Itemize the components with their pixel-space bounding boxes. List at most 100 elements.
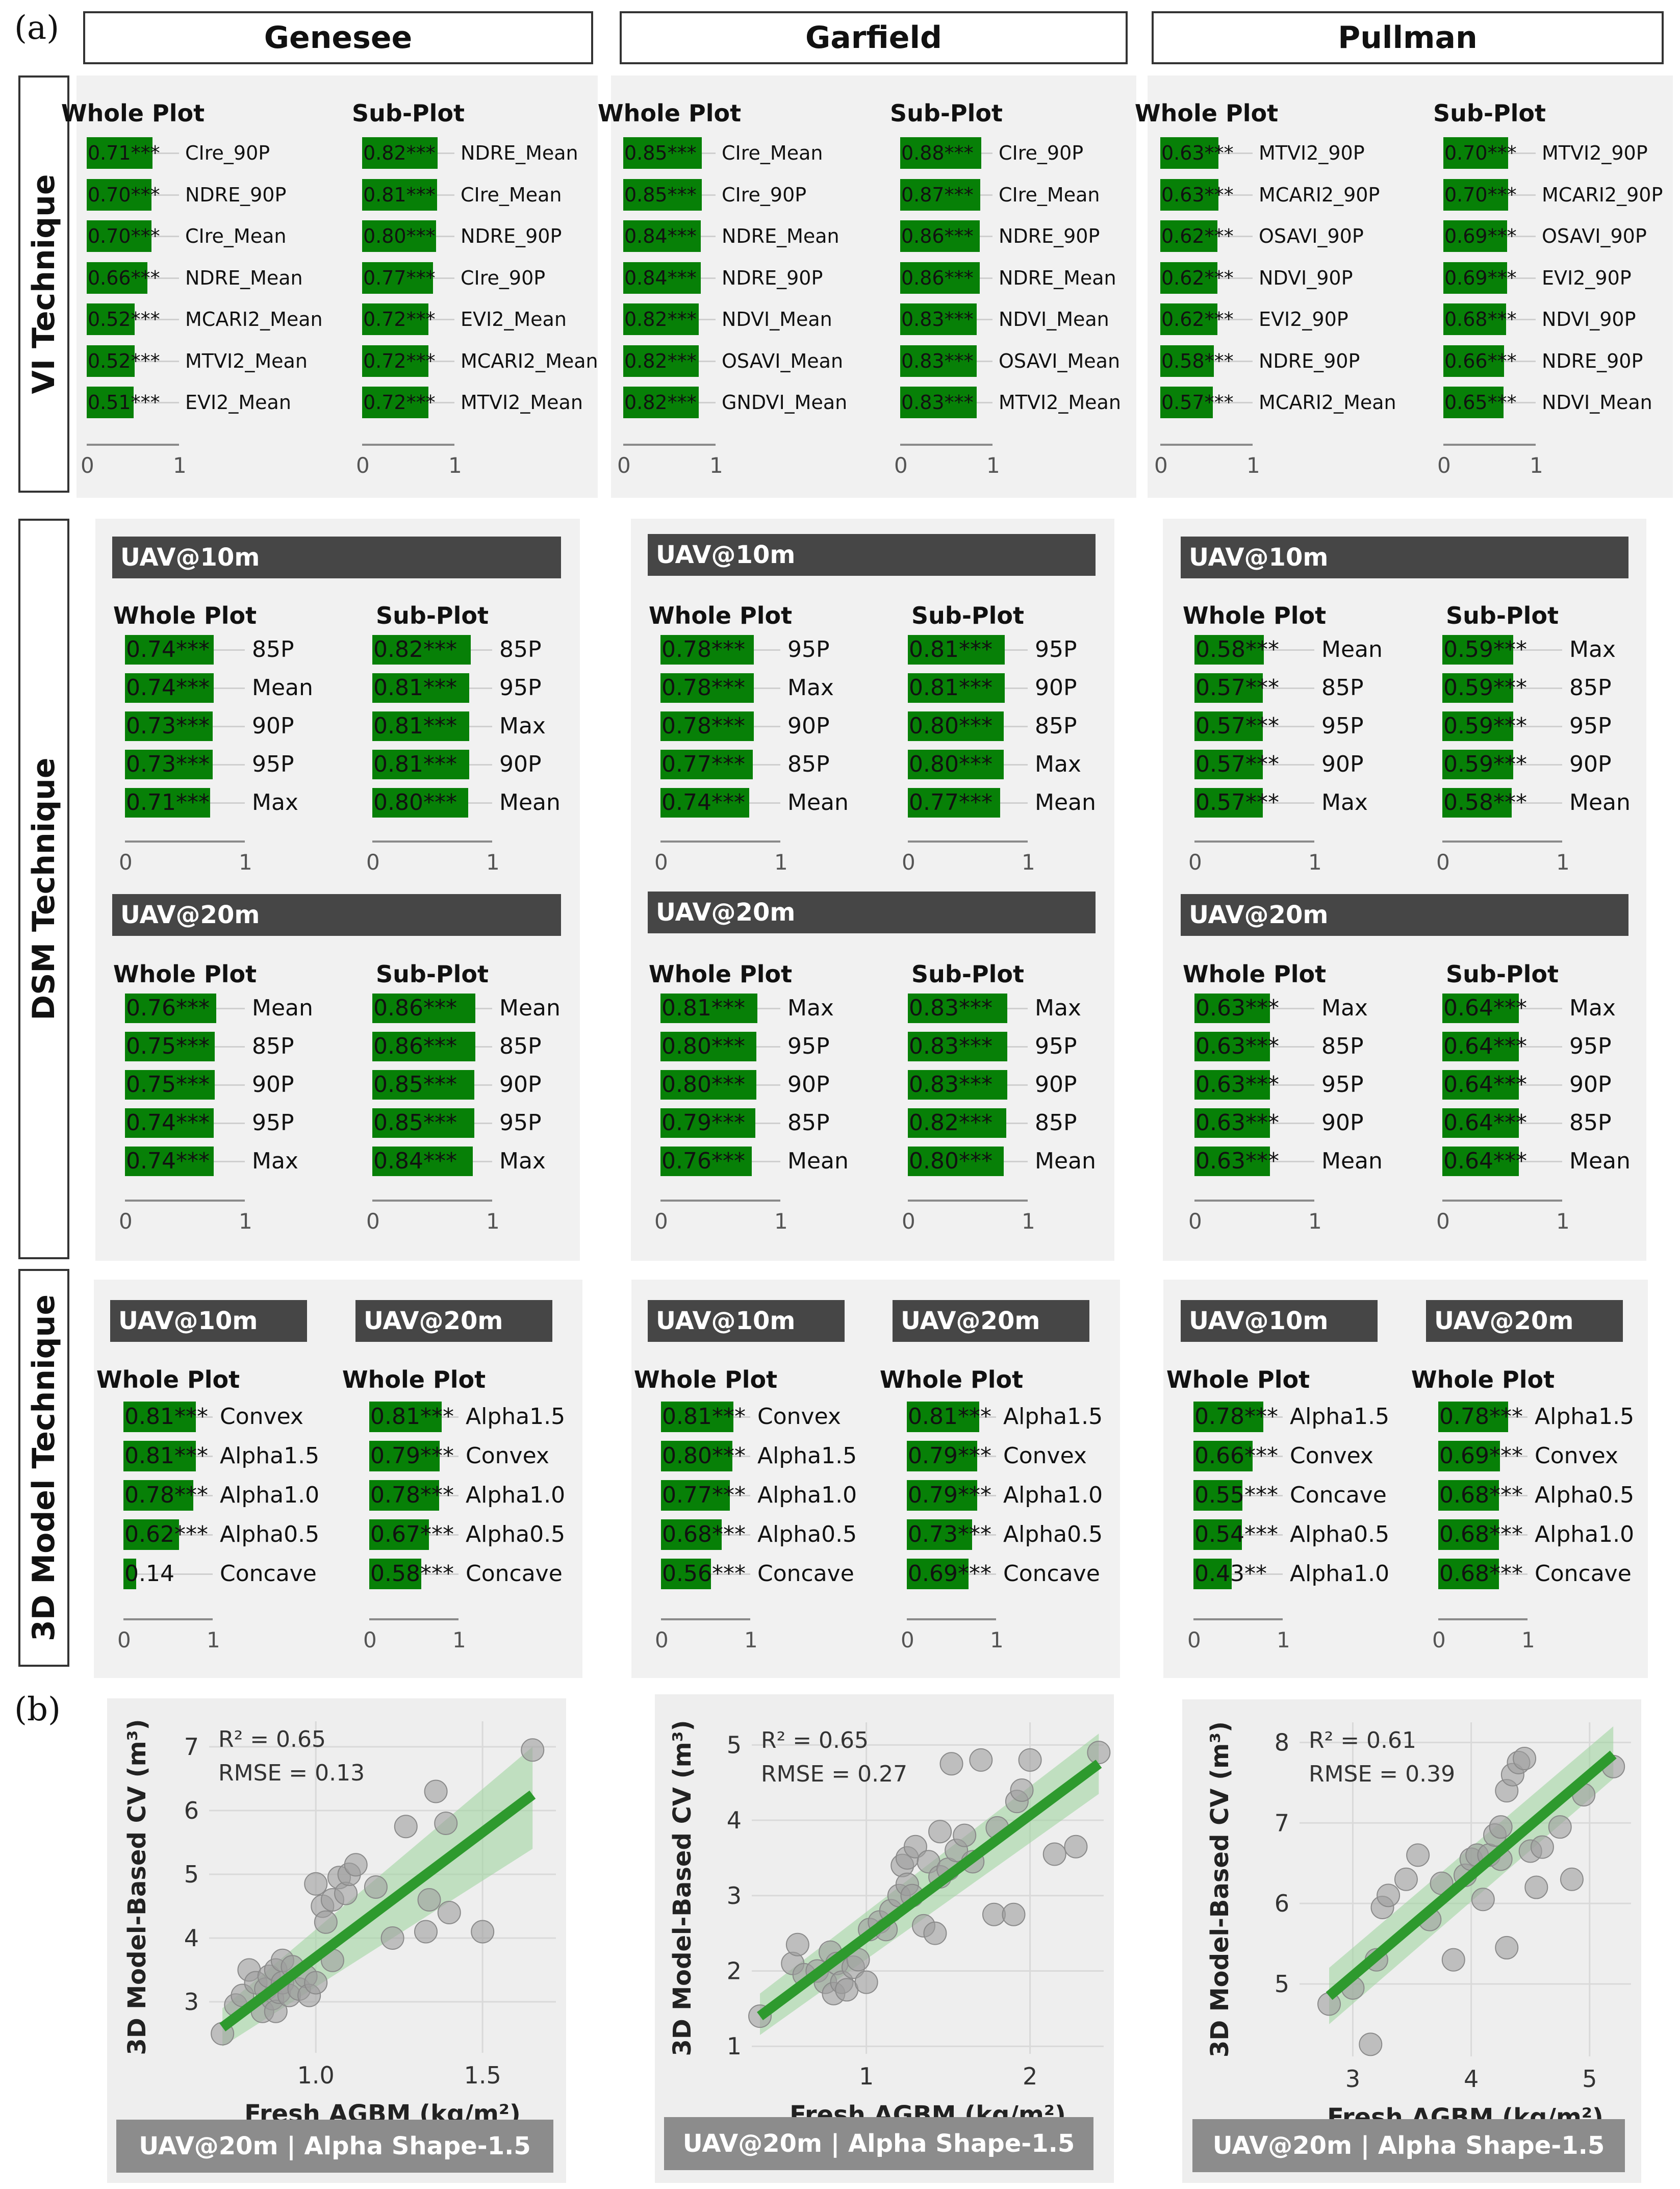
bar-category-label: 85P bbox=[787, 751, 830, 777]
x-axis-line bbox=[1193, 1618, 1283, 1620]
bar bbox=[369, 1402, 442, 1432]
bar-category-label: EVI2_90P bbox=[1259, 308, 1348, 330]
bar-value-label: 0.72*** bbox=[363, 308, 436, 330]
bar-category-label: 95P bbox=[787, 637, 830, 663]
bar-category-label: Alpha0.5 bbox=[1003, 1521, 1103, 1547]
bar bbox=[900, 137, 982, 169]
bar-category-label: 95P bbox=[787, 1033, 830, 1059]
bar bbox=[900, 179, 981, 211]
x-axis-line bbox=[661, 1618, 750, 1620]
bar bbox=[369, 1441, 440, 1471]
bar-value-label: 0.83*** bbox=[909, 1072, 992, 1098]
x-axis-line bbox=[125, 841, 245, 843]
bar bbox=[900, 387, 977, 418]
bar-category-label: Mean bbox=[787, 1148, 849, 1174]
bar-category-label: NDVI_Mean bbox=[1542, 391, 1652, 414]
bar bbox=[661, 1441, 732, 1471]
y-tick-label: 3 bbox=[184, 1988, 199, 2016]
bar-value-label: 0.73*** bbox=[908, 1521, 991, 1547]
bar-value-label: 0.78*** bbox=[124, 1482, 208, 1508]
bar-value-label: 0.66*** bbox=[1194, 1443, 1278, 1469]
x-axis-line bbox=[123, 1618, 213, 1620]
bar bbox=[362, 303, 429, 335]
chart-panel-bg bbox=[94, 1280, 582, 1678]
bar-category-label: Alpha1.0 bbox=[1535, 1521, 1635, 1547]
bar bbox=[907, 1519, 972, 1550]
scatter-panel: 1 2 1 2 3 4 5 R² = 0.65 RMSE = 0.27 Fresh AGBM (k… bbox=[655, 1694, 1114, 2183]
bar bbox=[1194, 1070, 1270, 1100]
bar bbox=[123, 1480, 193, 1511]
bar bbox=[1194, 1147, 1270, 1176]
bar-value-label: 0.58*** bbox=[1195, 637, 1279, 663]
bar bbox=[661, 1402, 733, 1432]
bar bbox=[372, 750, 470, 779]
chart-subtitle: Whole Plot bbox=[1134, 99, 1279, 127]
bar-category-label: NDVI_Mean bbox=[722, 308, 832, 330]
bar-category-label: 90P bbox=[1035, 675, 1077, 701]
bar bbox=[908, 750, 1004, 779]
y-tick-label: 7 bbox=[1275, 1809, 1289, 1837]
bar-category-label: CIre_Mean bbox=[722, 142, 823, 164]
bar-category-label: Alpha0.5 bbox=[1535, 1482, 1635, 1508]
bar-value-label: 0.78*** bbox=[1194, 1404, 1278, 1430]
bar-category-label: Concave bbox=[1290, 1482, 1387, 1508]
bar-category-label: NDRE_90P bbox=[1542, 349, 1643, 372]
y-tick-label: 2 bbox=[727, 1957, 742, 1985]
bar-value-label: 0.82*** bbox=[373, 637, 457, 663]
uav-header: UAV@10m bbox=[1181, 537, 1628, 578]
bar-category-label: MTVI2_90P bbox=[1542, 142, 1648, 164]
bar-category-label: Convex bbox=[757, 1404, 841, 1430]
bar bbox=[908, 1108, 1006, 1138]
bar-value-label: 0.75*** bbox=[126, 1033, 210, 1059]
chart-subtitle: Whole Plot bbox=[597, 99, 742, 127]
bar-category-label: 90P bbox=[499, 1072, 542, 1098]
bar bbox=[1442, 1032, 1519, 1061]
bar-category-label: NDRE_90P bbox=[1259, 349, 1360, 372]
y-axis-label: 3D Model-Based CV (m³) bbox=[123, 1719, 151, 2055]
bar-category-label: Mean bbox=[1035, 790, 1096, 816]
bar bbox=[623, 303, 699, 335]
bar-category-label: 95P bbox=[499, 1110, 542, 1136]
bar bbox=[900, 303, 977, 335]
bar-category-label: Concave bbox=[466, 1561, 563, 1587]
bar-value-label: 0.65*** bbox=[1444, 391, 1517, 414]
scatter-footer: UAV@20m | Alpha Shape-1.5 bbox=[664, 2117, 1093, 2170]
bar-value-label: 0.81*** bbox=[124, 1443, 208, 1469]
bar-category-label: Alpha1.5 bbox=[220, 1443, 320, 1469]
bar-value-label: 0.83*** bbox=[901, 391, 974, 414]
bar bbox=[87, 303, 135, 335]
chart-subtitle: Sub-Plot bbox=[890, 99, 1003, 127]
scatter-point bbox=[1560, 1867, 1584, 1891]
bar bbox=[660, 788, 749, 818]
chart-subtitle: Sub-Plot bbox=[376, 602, 489, 629]
scatter-point bbox=[835, 1978, 859, 2002]
chart-subtitle: Sub-Plot bbox=[911, 602, 1024, 629]
bar bbox=[660, 994, 758, 1023]
bar-value-label: 0.78*** bbox=[661, 637, 745, 663]
bar-category-label: Max bbox=[787, 675, 834, 701]
chart-subtitle: Whole Plot bbox=[1182, 602, 1327, 629]
bar-category-label: CIre_Mean bbox=[185, 225, 287, 247]
x-tick-label: 0 bbox=[117, 1627, 131, 1652]
bar-category-label: Max bbox=[787, 995, 834, 1021]
bar-category-label: 90P bbox=[1569, 1072, 1612, 1098]
bar bbox=[660, 711, 754, 741]
bar-category-label: Alpha1.5 bbox=[1535, 1404, 1635, 1430]
scatter-point bbox=[414, 1920, 438, 1944]
bar bbox=[372, 1070, 474, 1100]
x-tick-label: 0 bbox=[81, 453, 94, 478]
bar bbox=[1194, 673, 1263, 703]
scatter-point bbox=[1548, 1815, 1572, 1839]
bar bbox=[362, 387, 429, 418]
scatter-point bbox=[1377, 1883, 1401, 1907]
bar-value-label: 0.73*** bbox=[126, 751, 210, 777]
bar-value-label: 0.86*** bbox=[901, 225, 974, 247]
bar bbox=[1194, 1032, 1270, 1061]
bar-category-label: 95P bbox=[1321, 713, 1364, 739]
y-tick-label: 6 bbox=[1275, 1890, 1289, 1917]
bar-category-label: 95P bbox=[1035, 637, 1077, 663]
bar-value-label: 0.62*** bbox=[1161, 266, 1234, 289]
x-tick-label: 0 bbox=[1436, 850, 1450, 875]
bar bbox=[372, 994, 476, 1023]
x-tick-label: 5 bbox=[1582, 2065, 1597, 2093]
